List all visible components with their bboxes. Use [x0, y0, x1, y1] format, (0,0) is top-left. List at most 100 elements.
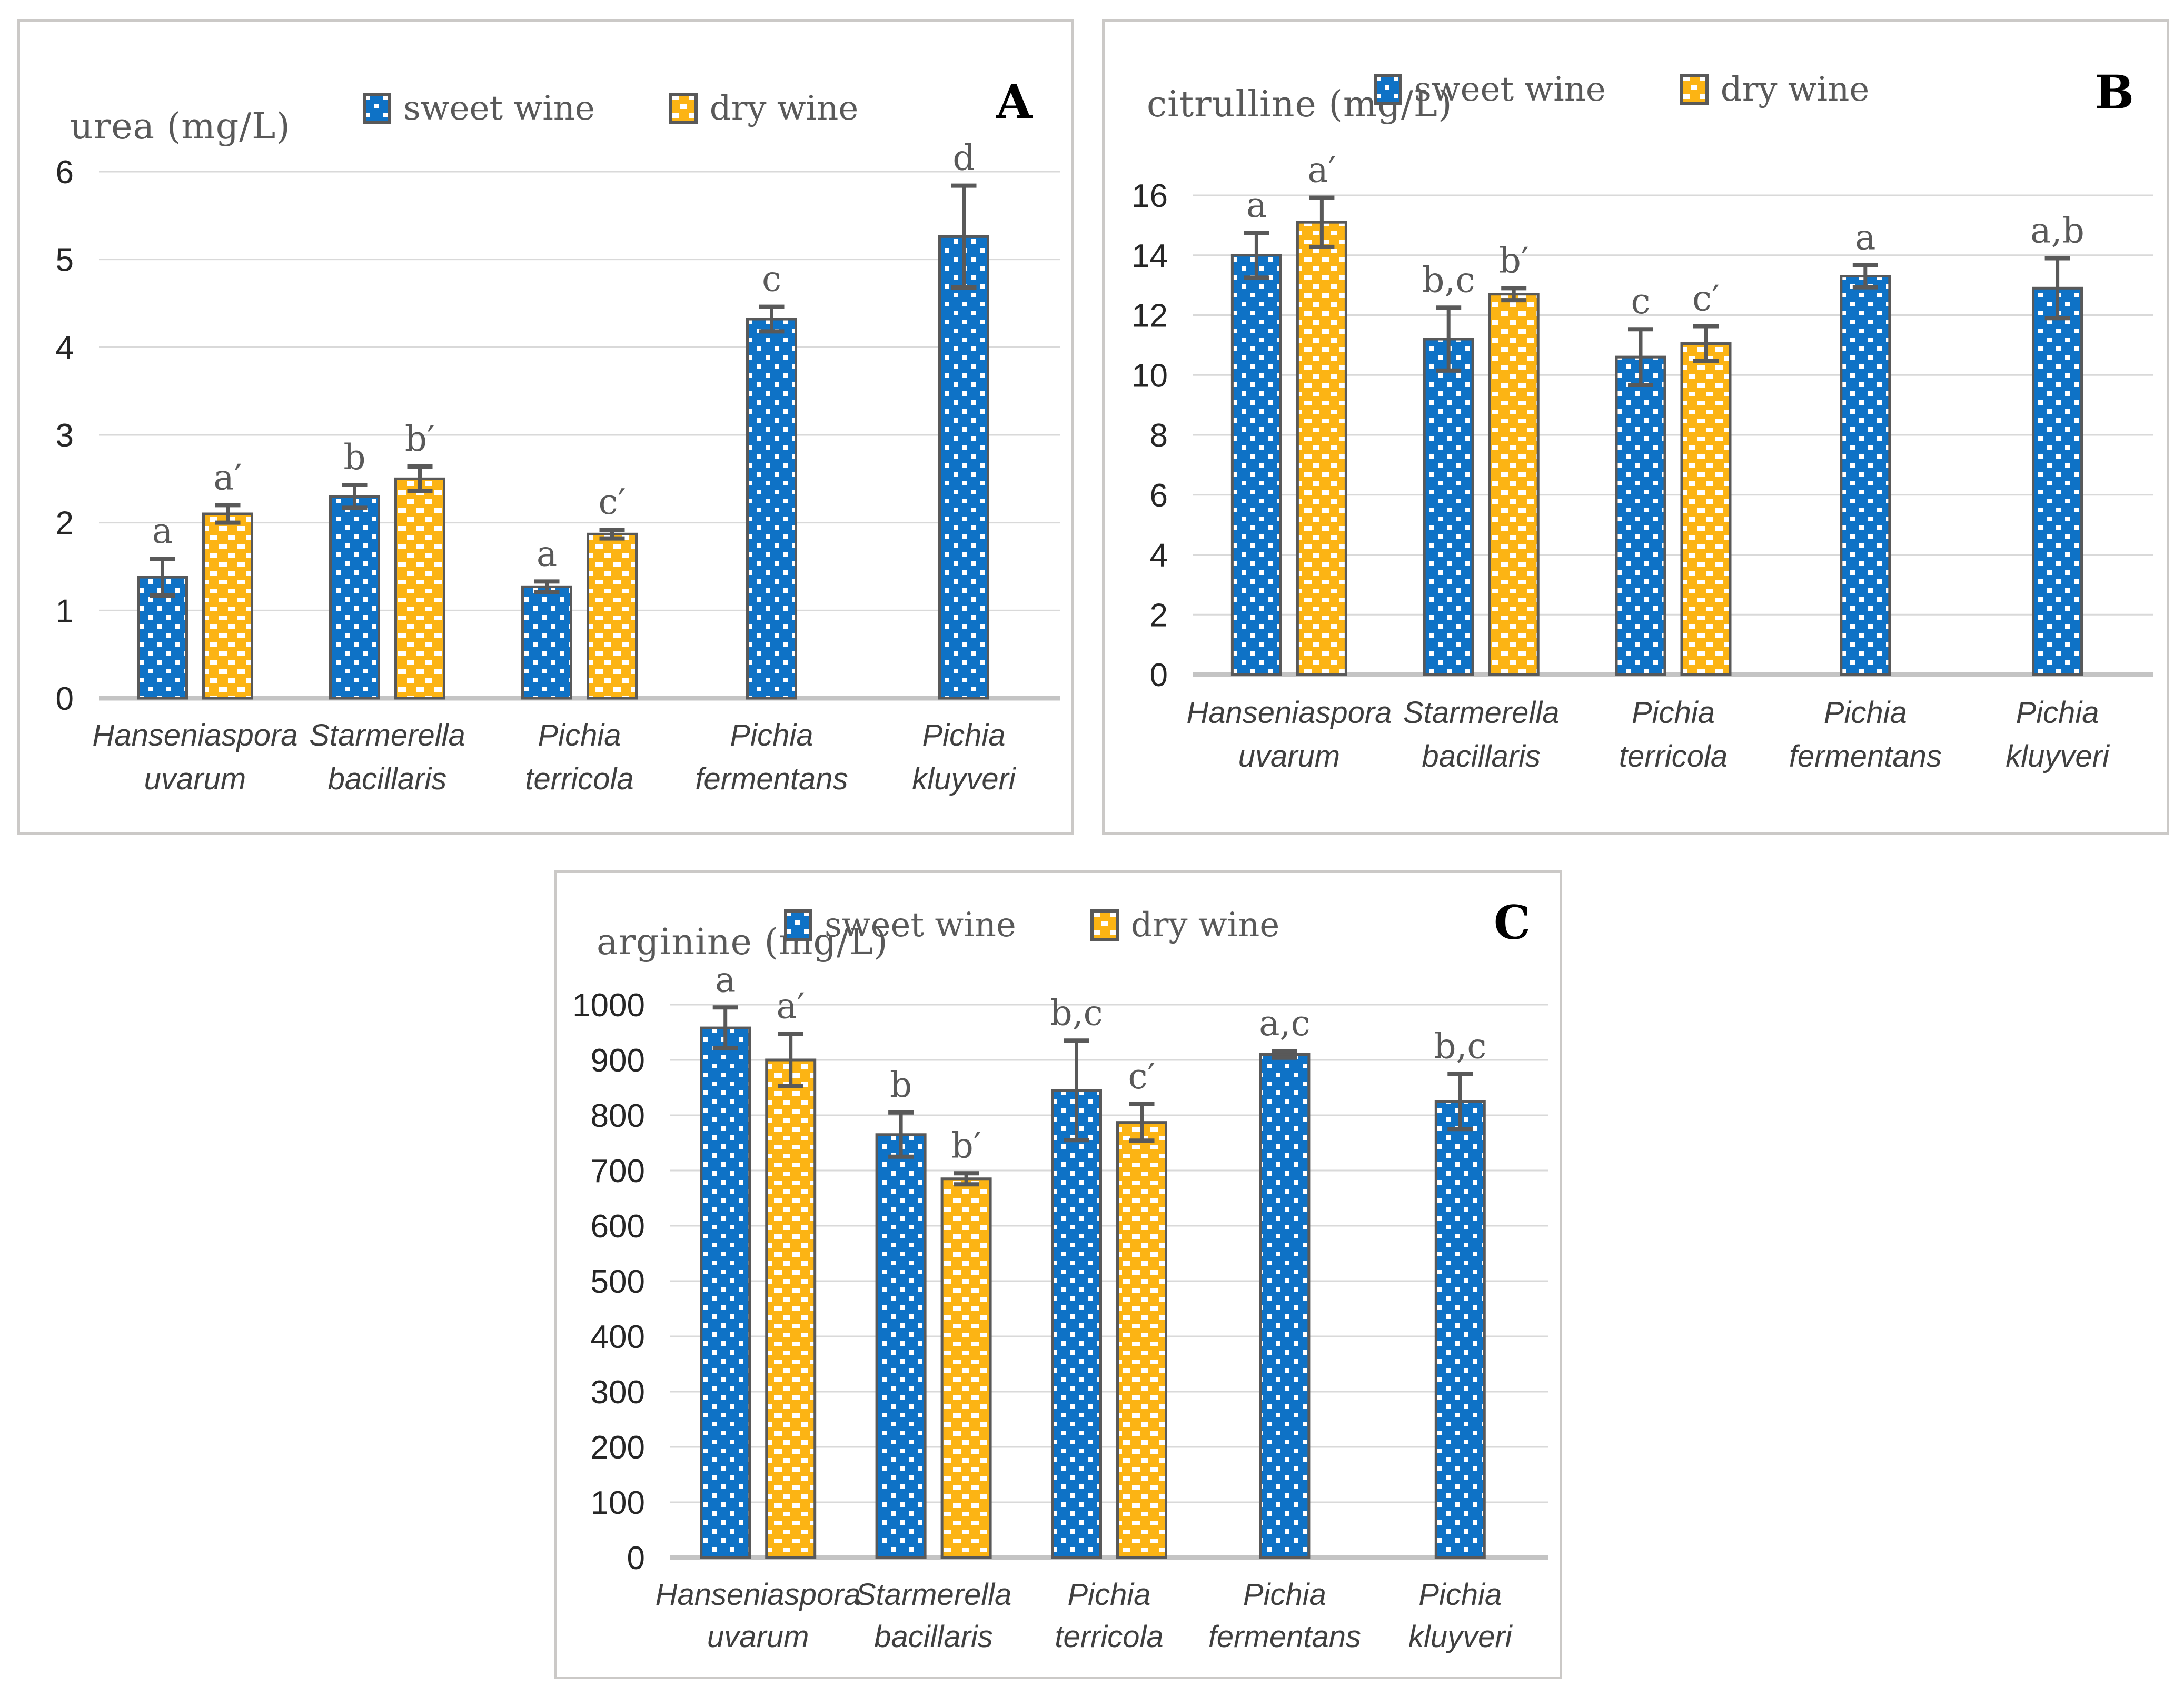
bar-sweet-wine [2032, 286, 2083, 676]
category-label-genus: Pichia [1243, 1578, 1326, 1612]
category-label-species: kluyveri [1408, 1620, 1513, 1654]
y-tick-label: 10 [1131, 358, 1168, 394]
chart-a-title: urea (mg/L) [70, 106, 291, 147]
category-label-genus: Hanseniaspora [1186, 696, 1392, 730]
bar-sweet-wine [1840, 275, 1891, 676]
significance-label: a [537, 533, 557, 574]
bar-sweet-wine [938, 235, 989, 700]
significance-label: a [1246, 185, 1267, 225]
category-label-species: kluyveri [2006, 739, 2110, 773]
significance-label: c [762, 259, 781, 300]
chart-c-title: arginine (mg/L) [597, 921, 888, 963]
panel-b: citrulline (mg/L) sweet wine dry wine B … [1102, 19, 2169, 835]
bar-dry-wine [1680, 342, 1732, 676]
significance-label: b′ [951, 1125, 981, 1166]
bar-dry-wine [1296, 221, 1347, 676]
y-tick-label: 800 [591, 1098, 645, 1134]
y-tick-label: 6 [1150, 478, 1168, 514]
category-label-genus: Pichia [1824, 696, 1907, 730]
y-tick-label: 200 [591, 1430, 645, 1466]
category-label-genus: Pichia [538, 718, 621, 752]
legend-label-dry-wine: dry wine [1130, 906, 1280, 945]
bar-sweet-wine [1615, 355, 1666, 676]
chart-a-plot: 0 1 2 3 4 5 6 a a′ Hanseniaspora uvarum b b′ Starmere… [56, 138, 1060, 796]
category-label-genus: Starmerella [856, 1578, 1012, 1612]
category-label-species: terricola [525, 762, 633, 796]
significance-label: c′ [1692, 279, 1720, 319]
legend-item-dry-wine: dry wine [1090, 906, 1279, 945]
y-tick-label: 300 [591, 1374, 645, 1411]
category-label-genus: Pichia [1418, 1578, 1502, 1612]
category-label-species: bacillaris [328, 762, 447, 796]
y-tick-label: 0 [1150, 657, 1168, 693]
bar-dry-wine [1488, 293, 1540, 676]
bar-dry-wine [940, 1177, 992, 1559]
significance-label: d [952, 138, 975, 178]
category-label-genus: Starmerella [309, 718, 465, 752]
bar-sweet-wine [875, 1133, 927, 1559]
sweet-wine-swatch-icon [363, 93, 391, 124]
y-tick-label: 12 [1131, 298, 1168, 334]
significance-label: c [1631, 281, 1651, 322]
significance-label: c′ [1128, 1056, 1156, 1097]
chart-b-plot: 0 2 4 6 8 10 12 14 16 a a′ Hanseniaspora uvarum b,c b′… [1131, 150, 2153, 773]
category-label-species: bacillaris [874, 1620, 993, 1654]
y-tick-label: 3 [56, 418, 74, 454]
significance-label: a [152, 511, 173, 551]
bar-sweet-wine [1259, 1053, 1311, 1559]
category-label-genus: Pichia [730, 718, 813, 752]
chart-c-legend: sweet wine dry wine [783, 906, 1279, 945]
panel-c: arginine (mg/L) sweet wine dry wine C 0 1… [554, 870, 1562, 1679]
bar-sweet-wine [329, 495, 380, 700]
y-tick-label: 0 [627, 1540, 645, 1576]
category-label-genus: Starmerella [1403, 696, 1560, 730]
category-label-species: fermentans [695, 762, 848, 796]
bar-dry-wine [765, 1058, 817, 1559]
category-label-species: bacillaris [1422, 739, 1541, 773]
y-tick-label: 1000 [572, 987, 645, 1024]
y-tick-label: 900 [591, 1043, 645, 1079]
y-tick-label: 4 [1150, 538, 1168, 574]
bar-sweet-wine [700, 1026, 751, 1559]
significance-label: b [343, 437, 365, 478]
y-tick-label: 100 [591, 1485, 645, 1521]
category-label-species: terricola [1055, 1620, 1163, 1654]
significance-label: a [715, 959, 736, 1000]
bar-sweet-wine [521, 585, 572, 700]
panel-a: urea (mg/L) sweet wine dry wine A 0 1 2 3 4 5… [17, 19, 1074, 835]
dry-wine-swatch-icon [669, 93, 698, 124]
y-tick-label: 1 [56, 593, 74, 629]
legend-item-sweet-wine: sweet wine [783, 906, 1016, 945]
category-label-species: fermentans [1208, 1620, 1361, 1654]
panel-a-letter: A [996, 74, 1032, 129]
significance-label: a [1855, 217, 1875, 258]
category-label-genus: Pichia [922, 718, 1006, 752]
significance-label: b′ [1499, 240, 1529, 281]
significance-label: a′ [213, 457, 242, 498]
significance-label: b′ [405, 419, 435, 459]
y-tick-label: 2 [1150, 597, 1168, 633]
category-label-species: uvarum [707, 1620, 809, 1654]
significance-label: b,c [1050, 993, 1103, 1033]
bar-sweet-wine [1423, 338, 1474, 676]
y-tick-label: 4 [56, 330, 74, 366]
significance-label: a′ [1307, 150, 1336, 191]
significance-label: a,c [1259, 1003, 1310, 1044]
legend-item-sweet-wine: sweet wine [362, 89, 595, 128]
dry-wine-swatch-icon [1090, 909, 1119, 941]
chart-a-legend: sweet wine dry wine [362, 89, 858, 128]
y-tick-label: 8 [1150, 418, 1168, 454]
chart-c-plot: 0 100 200 300 400 500 600 700 800 900 1000 a a′ Hanse… [572, 959, 1548, 1654]
legend-item-dry-wine: dry wine [1680, 70, 1869, 109]
legend-label-dry-wine: dry wine [1720, 70, 1870, 109]
sweet-wine-swatch-icon [784, 909, 812, 941]
y-tick-label: 500 [591, 1264, 645, 1300]
legend-item-dry-wine: dry wine [669, 89, 858, 128]
significance-label: a,b [2030, 210, 2084, 251]
significance-label: b [890, 1065, 912, 1105]
bar-sweet-wine [1434, 1100, 1486, 1559]
category-label-genus: Pichia [1068, 1578, 1151, 1612]
sweet-wine-swatch-icon [1374, 74, 1402, 105]
legend-label-sweet-wine: sweet wine [825, 906, 1016, 945]
